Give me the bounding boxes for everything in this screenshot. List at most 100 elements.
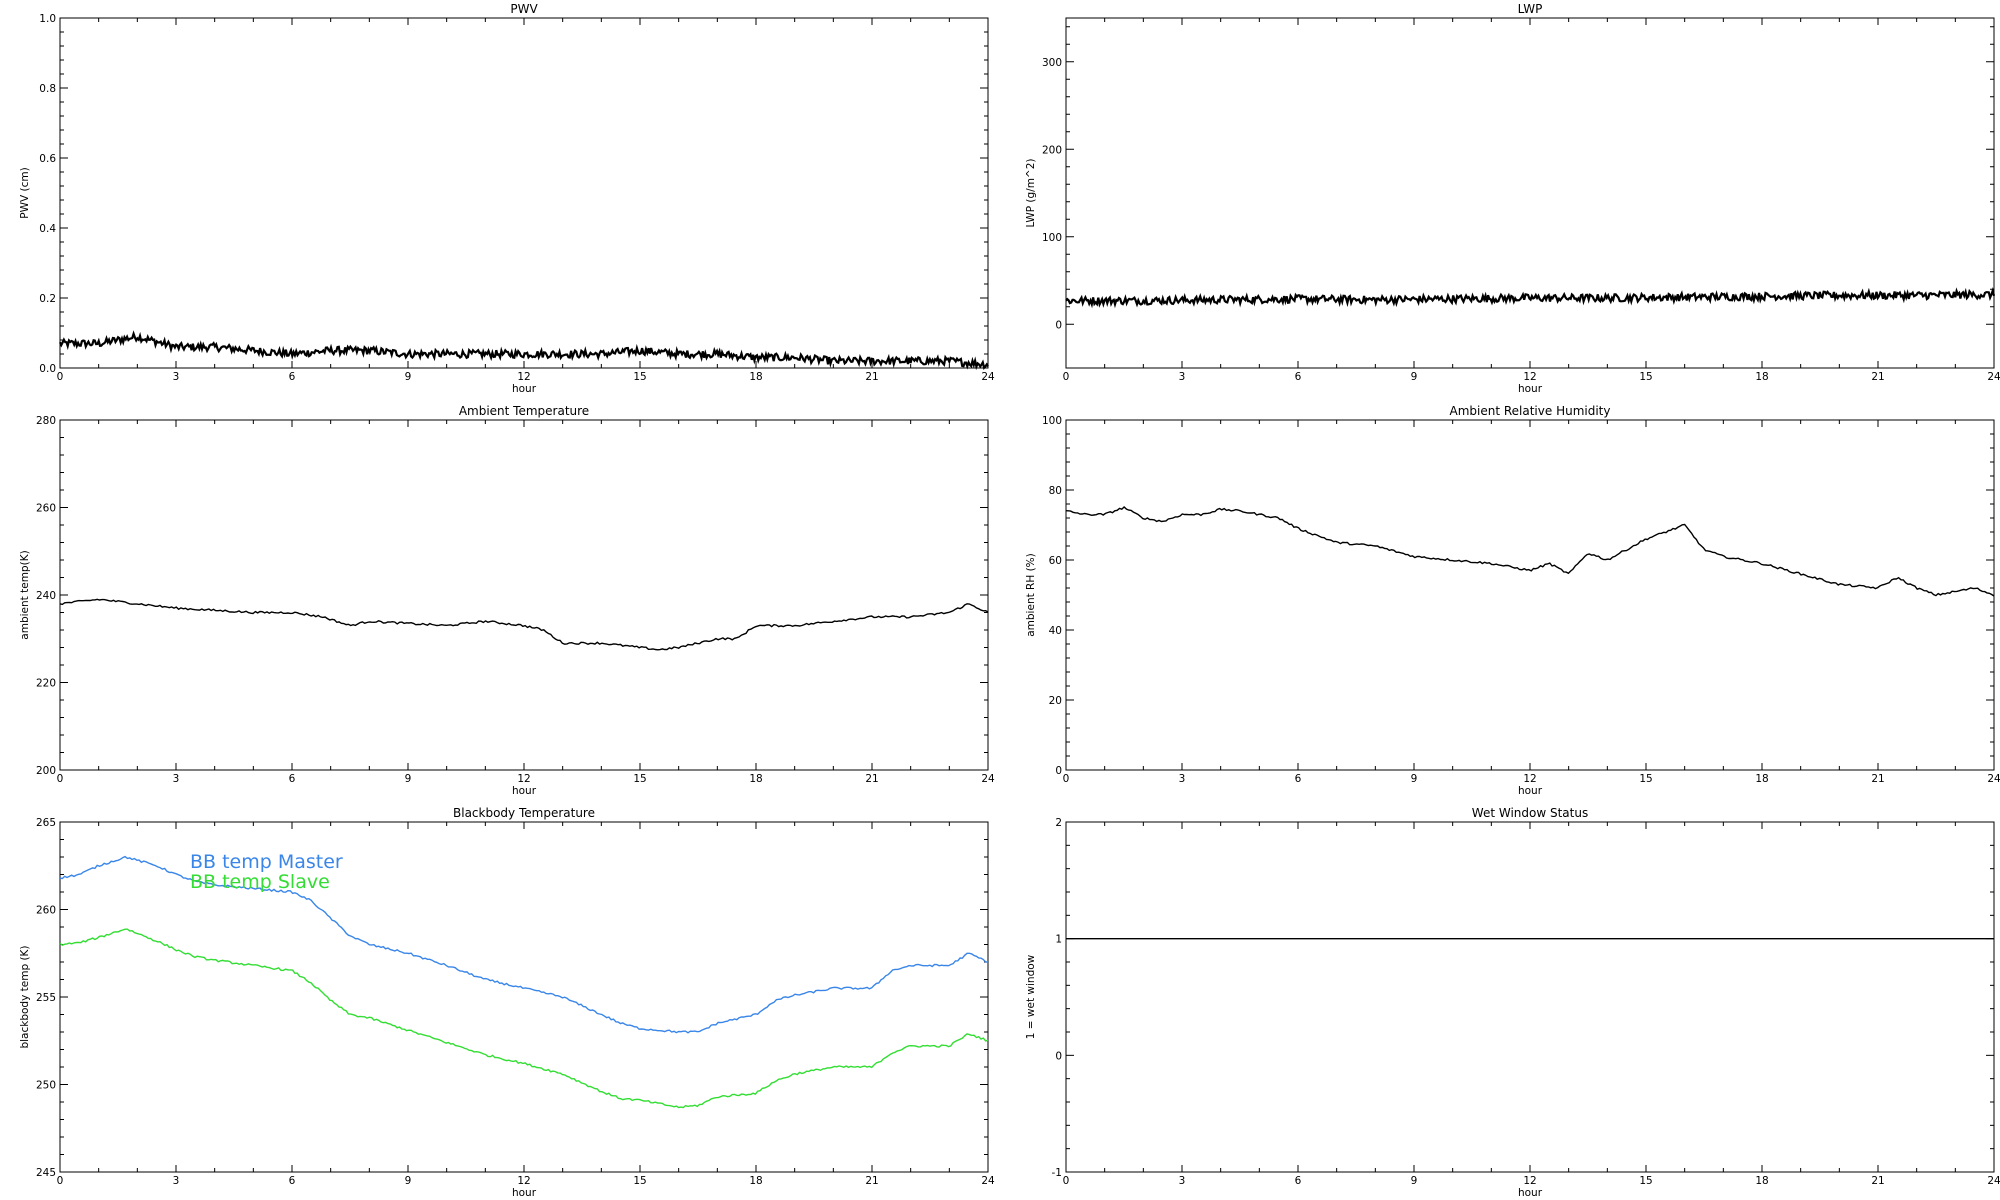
- ambient-rh-x-tick-label: 24: [1987, 773, 2000, 785]
- blackbody-temp-chart: Blackbody Temperature 0 3 6 9 12 15 18 21 24 hour 2…: [19, 806, 995, 1199]
- ambient-rh-x-tick-label: 3: [1179, 773, 1186, 785]
- wet-window-x-tick-label: 24: [1987, 1175, 2000, 1187]
- lwp-chart: LWP 0 3 6 9 12 15 18 21 24 hour 0 100 200 300 LWP (g/m^…: [1025, 2, 2000, 395]
- ambient-temp-x-tick-label: 21: [865, 773, 878, 785]
- wet-window-x-tick-label: 9: [1411, 1175, 1418, 1187]
- pwv-y-tick-label: 0.6: [39, 153, 56, 165]
- ambient-rh-y-tick-label: 0: [1055, 765, 1062, 777]
- ambient-rh-title: Ambient Relative Humidity: [1450, 404, 1611, 418]
- blackbody-temp-series-line-0: [59, 855, 988, 1034]
- lwp-x-tick-label: 6: [1295, 371, 1302, 383]
- blackbody-temp-y-axis-label: blackbody temp (K): [19, 945, 31, 1048]
- ambient-temp-x-tick-label: 0: [57, 773, 64, 785]
- ambient-rh-x-tick-label: 15: [1639, 773, 1652, 785]
- ambient-rh-chart: Ambient Relative Humidity 0 3 6 9 12 15 18 21 24 h…: [1025, 404, 2000, 797]
- lwp-x-axis-label: hour: [1518, 383, 1543, 395]
- blackbody-temp-y-tick-label: 260: [36, 905, 56, 917]
- blackbody-temp-x-tick-label: 9: [405, 1175, 412, 1187]
- pwv-y-tick-label: 1.0: [39, 13, 56, 25]
- blackbody-temp-y-tick-label: 250: [36, 1080, 56, 1092]
- blackbody-temp-x-tick-label: 12: [517, 1175, 530, 1187]
- ambient-rh-x-tick-label: 0: [1063, 773, 1070, 785]
- pwv-series-line-0: [59, 330, 989, 371]
- ambient-rh-y-tick-label: 20: [1049, 695, 1062, 707]
- ambient-temp-x-tick-label: 9: [405, 773, 412, 785]
- ambient-rh-series-line-0: [1065, 506, 1995, 597]
- blackbody-temp-x-tick-label: 3: [173, 1175, 180, 1187]
- ambient-rh-y-axis-label: ambient RH (%): [1025, 553, 1037, 637]
- lwp-y-axis-label: LWP (g/m^2): [1025, 158, 1037, 227]
- ambient-temp-chart: Ambient Temperature 0 3 6 9 12 15 18 21 24 hour 200…: [19, 404, 995, 797]
- pwv-x-tick-label: 18: [749, 371, 762, 383]
- pwv-x-tick-label: 9: [405, 371, 412, 383]
- lwp-x-tick-label: 24: [1987, 371, 2000, 383]
- blackbody-temp-x-tick-label: 15: [633, 1175, 646, 1187]
- ambient-temp-x-tick-label: 3: [173, 773, 180, 785]
- blackbody-temp-x-tick-label: 0: [57, 1175, 64, 1187]
- ambient-rh-y-tick-label: 100: [1042, 415, 1062, 427]
- pwv-x-tick-label: 6: [289, 371, 296, 383]
- blackbody-temp-series-line-1: [59, 928, 989, 1109]
- ambient-temp-title: Ambient Temperature: [459, 404, 589, 418]
- lwp-x-tick-label: 9: [1411, 371, 1418, 383]
- pwv-plot-frame: [59, 17, 989, 369]
- ambient-temp-y-tick-label: 280: [36, 415, 56, 427]
- ambient-rh-x-tick-label: 18: [1755, 773, 1768, 785]
- lwp-plot-frame: [1065, 17, 1995, 369]
- blackbody-temp-x-tick-label: 21: [865, 1175, 878, 1187]
- wet-window-x-tick-label: 6: [1295, 1175, 1302, 1187]
- lwp-y-tick-label: 0: [1055, 319, 1062, 331]
- lwp-y-tick-label: 300: [1042, 57, 1062, 69]
- pwv-x-axis-label: hour: [512, 383, 537, 395]
- lwp-x-tick-label: 0: [1063, 371, 1070, 383]
- pwv-x-tick-label: 0: [57, 371, 64, 383]
- wet-window-x-axis-label: hour: [1518, 1187, 1543, 1199]
- blackbody-temp-x-axis-label: hour: [512, 1187, 537, 1199]
- wet-window-x-tick-label: 21: [1871, 1175, 1884, 1187]
- blackbody-temp-x-tick-label: 18: [749, 1175, 762, 1187]
- wet-window-y-axis-label: 1 = wet window: [1025, 954, 1037, 1039]
- blackbody-temp-y-tick-label: 245: [36, 1167, 56, 1179]
- lwp-title: LWP: [1518, 2, 1543, 16]
- lwp-series-line-0: [1065, 287, 1996, 309]
- wet-window-y-tick-label: 0: [1055, 1050, 1062, 1062]
- pwv-x-tick-label: 24: [981, 371, 995, 383]
- pwv-chart: PWV 0 3 6 9 12 15 18 21 24 hour 0.0 0.2 0.4 0.6 0.8 1.0 P…: [19, 2, 995, 395]
- ambient-temp-x-axis-label: hour: [512, 785, 537, 797]
- ambient-rh-y-tick-label: 40: [1049, 625, 1062, 637]
- blackbody-temp-y-tick-label: 255: [36, 992, 56, 1004]
- ambient-temp-x-tick-label: 12: [517, 773, 530, 785]
- lwp-x-tick-label: 21: [1871, 371, 1884, 383]
- ambient-temp-x-tick-label: 6: [289, 773, 296, 785]
- ambient-temp-plot-frame: [59, 419, 989, 771]
- lwp-y-tick-label: 100: [1042, 232, 1062, 244]
- ambient-rh-plot-frame: [1065, 419, 1995, 771]
- wet-window-y-tick-label: 1: [1055, 934, 1062, 946]
- wet-window-y-tick-label: 2: [1055, 817, 1062, 829]
- ambient-temp-y-tick-label: 220: [36, 678, 56, 690]
- blackbody-temp-legend-entry: BB temp Slave: [190, 871, 330, 893]
- blackbody-temp-title: Blackbody Temperature: [453, 806, 595, 820]
- wet-window-y-tick-label: -1: [1052, 1167, 1062, 1179]
- blackbody-temp-x-tick-label: 6: [289, 1175, 296, 1187]
- wet-window-x-tick-label: 0: [1063, 1175, 1070, 1187]
- pwv-y-tick-label: 0.2: [39, 293, 56, 305]
- wet-window-x-tick-label: 12: [1523, 1175, 1536, 1187]
- ambient-temp-x-tick-label: 15: [633, 773, 646, 785]
- pwv-x-tick-label: 21: [865, 371, 878, 383]
- wet-window-x-tick-label: 3: [1179, 1175, 1186, 1187]
- pwv-y-tick-label: 0.0: [39, 363, 56, 375]
- ambient-rh-y-tick-label: 80: [1049, 485, 1062, 497]
- wet-window-x-tick-label: 18: [1755, 1175, 1768, 1187]
- ambient-temp-y-axis-label: ambient temp(K): [19, 550, 31, 639]
- ambient-rh-x-tick-label: 9: [1411, 773, 1418, 785]
- blackbody-temp-x-tick-label: 24: [981, 1175, 995, 1187]
- wet-window-x-tick-label: 15: [1639, 1175, 1652, 1187]
- lwp-x-tick-label: 15: [1639, 371, 1652, 383]
- pwv-title: PWV: [510, 2, 538, 16]
- ambient-temp-y-tick-label: 200: [36, 765, 56, 777]
- pwv-y-tick-label: 0.4: [39, 223, 56, 235]
- ambient-rh-x-tick-label: 6: [1295, 773, 1302, 785]
- ambient-temp-series-line-0: [59, 598, 989, 651]
